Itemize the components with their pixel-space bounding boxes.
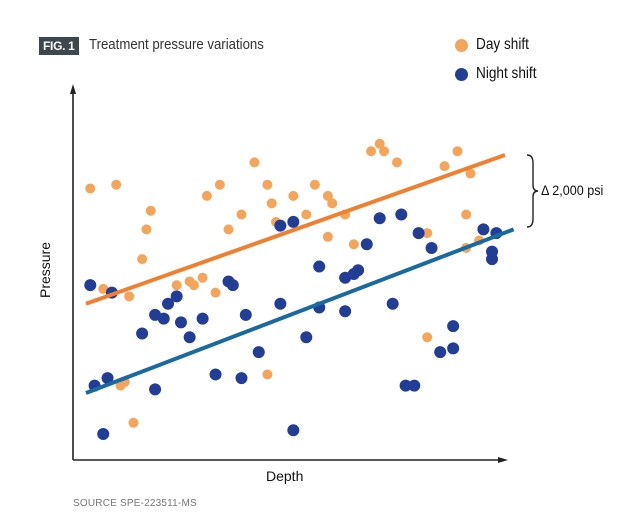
night-shift-point (175, 316, 187, 329)
night-shift-point (274, 219, 287, 232)
night-shift-point (486, 253, 499, 266)
day-shift-point (171, 280, 182, 291)
day-shift-point (266, 198, 277, 209)
y-axis-label: Pressure (37, 241, 53, 299)
night-shift-point (395, 208, 408, 221)
x-axis-arrow (498, 457, 508, 463)
day-shift-point (85, 183, 96, 194)
day-shift-point (188, 280, 199, 291)
day-shift-point (111, 179, 122, 190)
night-shift-point (300, 331, 313, 344)
night-shift-point (149, 383, 162, 396)
night-shift-point (408, 379, 421, 392)
day-shift-point (141, 224, 152, 235)
night-shift-point (226, 279, 239, 292)
night-shift-point (313, 260, 326, 273)
night-shift-point (170, 290, 183, 303)
night-shift-point (84, 279, 97, 292)
day-shift-point (262, 369, 273, 380)
day-shift-point (465, 168, 476, 179)
day-shift-point (461, 209, 472, 220)
night-shift-point (183, 331, 196, 344)
day-shift-point (98, 283, 109, 294)
day-shift-point (137, 254, 148, 265)
day-shift-point (366, 146, 377, 157)
figure-label: FIG. 1 (39, 37, 79, 55)
day-shift-point (128, 417, 139, 428)
legend-label: Night shift (476, 65, 537, 82)
night-shift-point (434, 346, 447, 359)
night-shift-point (274, 297, 287, 310)
day-shift-point (201, 190, 212, 201)
day-shift-swatch (455, 38, 468, 52)
day-shift-point (115, 380, 126, 391)
night-shift-point (239, 308, 252, 321)
night-shift-point (477, 223, 490, 236)
night-shift-point (196, 312, 209, 325)
night-shift-point (252, 346, 265, 359)
legend-item-night-shift: Night shift (455, 65, 547, 83)
night-shift-point (157, 312, 170, 325)
night-shift-point (339, 305, 352, 318)
day-shift-point (249, 157, 260, 168)
day-shift-point (322, 190, 333, 201)
legend-label: Day shift (476, 36, 529, 53)
day-shift-point (327, 198, 338, 209)
day-shift-point (422, 332, 433, 343)
day-shift-point (210, 287, 221, 298)
day-shift-point (392, 157, 402, 168)
night-shift-point (287, 424, 300, 437)
night-shift-point (447, 320, 460, 333)
day-shift-point (439, 161, 450, 172)
night-shift-point (162, 297, 175, 310)
day-shift-point (374, 138, 385, 149)
difference-bracket (526, 154, 539, 228)
night-shift-point (235, 372, 248, 385)
night-shift-swatch (455, 67, 468, 81)
night-shift-point (373, 212, 386, 225)
night-shift-point (136, 327, 149, 340)
day-shift-trendline (85, 153, 506, 306)
day-shift-point (288, 190, 299, 201)
day-shift-point (197, 272, 208, 283)
source-note: SOURCE SPE-223511-MS (73, 498, 197, 509)
day-shift-point (124, 291, 135, 302)
day-shift-point (262, 179, 273, 190)
legend-item-day-shift: Day shift (455, 36, 538, 54)
day-shift-point (223, 224, 234, 235)
chart-title: Treatment pressure variations (89, 36, 264, 53)
y-axis-arrow (70, 84, 76, 94)
night-shift-point (447, 342, 460, 355)
night-shift-point (97, 427, 110, 440)
day-shift-point (348, 239, 359, 250)
night-shift-point (399, 379, 412, 392)
day-shift-point (379, 146, 390, 157)
night-shift-point (425, 241, 438, 254)
day-shift-point (301, 209, 312, 220)
night-shift-point (412, 227, 425, 240)
x-axis-label: Depth (266, 468, 304, 484)
day-shift-point (309, 179, 320, 190)
night-shift-point (101, 372, 114, 385)
night-shift-point (287, 215, 300, 228)
night-shift-point (386, 297, 399, 310)
day-shift-point (236, 209, 247, 220)
night-shift-trendline (85, 227, 515, 395)
axes (70, 84, 508, 463)
day-shift-point (322, 231, 333, 242)
difference-annotation: Δ 2,000 psi (541, 182, 604, 198)
night-shift-point (209, 368, 222, 381)
day-shift-point (214, 179, 225, 190)
day-shift-point (145, 205, 156, 216)
day-shift-point (452, 146, 463, 157)
day-shift-point (422, 228, 433, 239)
night-shift-point (352, 264, 365, 277)
night-shift-point (360, 238, 373, 251)
